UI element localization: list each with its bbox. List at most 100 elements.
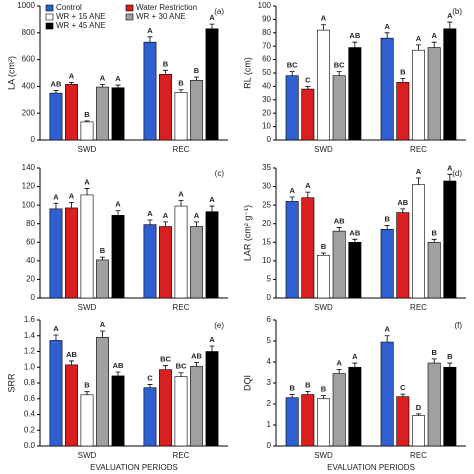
x-tick-label: REC [410,451,427,460]
significance-letter: B [194,66,200,75]
significance-letter: B [100,246,106,255]
bar [332,230,346,299]
y-tick-label: 60 [26,237,35,246]
bar [190,366,203,447]
error-bar [53,90,59,94]
significance-letter: BC [287,61,298,70]
bar [96,86,109,141]
bar [159,74,172,141]
x-tick-label: REC [173,145,190,154]
y-tick-label: 140 [22,163,36,172]
y-axis-label: SRR [6,373,16,393]
significance-letter: B [321,242,327,251]
error-bar [289,394,295,398]
legend-swatch [125,13,134,21]
bar [317,254,330,299]
significance-letter: B [84,381,90,390]
error-bar [321,395,326,399]
error-bar [336,71,342,76]
significance-letter: B [384,215,390,224]
significance-letter: A [163,211,169,220]
error-bar [162,69,168,75]
bar [301,197,315,299]
error-bar [115,84,121,88]
significance-letter: B [289,384,295,393]
y-tick-label: 1 [267,420,272,429]
x-tick-label: SWD [78,451,97,460]
significance-letter: A [209,335,215,344]
significance-letter: A [53,324,59,333]
y-tick-label: 100 [258,1,272,10]
error-bar [431,238,437,243]
y-tick-label: 5 [267,336,272,345]
significance-letter: A [178,189,184,198]
error-bar [305,86,311,90]
significance-letter: C [400,383,406,392]
error-bar [100,83,106,88]
error-bar [209,23,215,29]
bar [332,373,346,447]
significance-letter: A [321,14,327,23]
legend-label: WR + 30 ANE [136,12,186,21]
y-tick-label: 25 [262,200,271,209]
bar [49,208,63,299]
error-bar [84,391,90,395]
y-tick-label: 200 [22,108,36,117]
bar [80,194,94,299]
error-bar [209,345,215,352]
significance-letter: A [100,73,106,82]
y-tick-label: 0 [267,441,272,450]
bar [348,366,362,447]
error-bar [321,252,326,256]
significance-letter: A [384,325,390,334]
bar [205,28,219,141]
legend-label: Water Restriction [136,3,197,12]
significance-letter: C [147,374,153,383]
y-tick-label: 0.6 [24,394,36,403]
error-bar [53,334,59,341]
significance-letter: A [352,352,358,361]
significance-letter: A [416,34,422,43]
significance-letter: A [53,192,59,201]
bar [380,228,394,299]
significance-letter: A [115,74,121,83]
bar [412,184,425,299]
bar [443,28,457,141]
y-tick-label: 100 [22,200,36,209]
error-bar [447,21,453,29]
y-tick-label: 80 [26,219,35,228]
bar [348,241,362,299]
y-tick-label: 600 [22,55,36,64]
bar [65,364,78,447]
significance-letter: AB [113,361,124,370]
significance-letter: A [115,200,121,209]
error-bar [416,44,421,51]
bar [174,205,188,299]
y-tick-label: 40 [26,256,35,265]
error-bar [84,188,90,195]
significance-letter: B [84,110,90,119]
y-axis-label: DQI [242,375,252,391]
error-bar [416,413,421,416]
error-bar [147,219,153,225]
significance-letter: A [289,186,295,195]
bar [174,376,188,447]
x-axis-label: EVALUATION PERIODS [90,463,178,472]
error-bar [431,358,437,364]
error-bar [352,362,358,368]
bar [205,351,219,447]
legend-swatch [125,4,134,12]
error-bar [194,76,200,81]
significance-letter: BC [334,61,345,70]
error-bar [384,32,390,39]
significance-letter: AB [334,216,345,225]
y-tick-label: 70 [262,41,271,50]
bar [317,29,330,141]
y-tick-label: 120 [22,182,36,191]
significance-letter: A [69,191,75,200]
error-bar [400,77,406,83]
y-tick-label: 0.4 [24,410,36,419]
y-axis-label: RL (cm) [242,57,252,89]
significance-letter: B [178,79,184,88]
